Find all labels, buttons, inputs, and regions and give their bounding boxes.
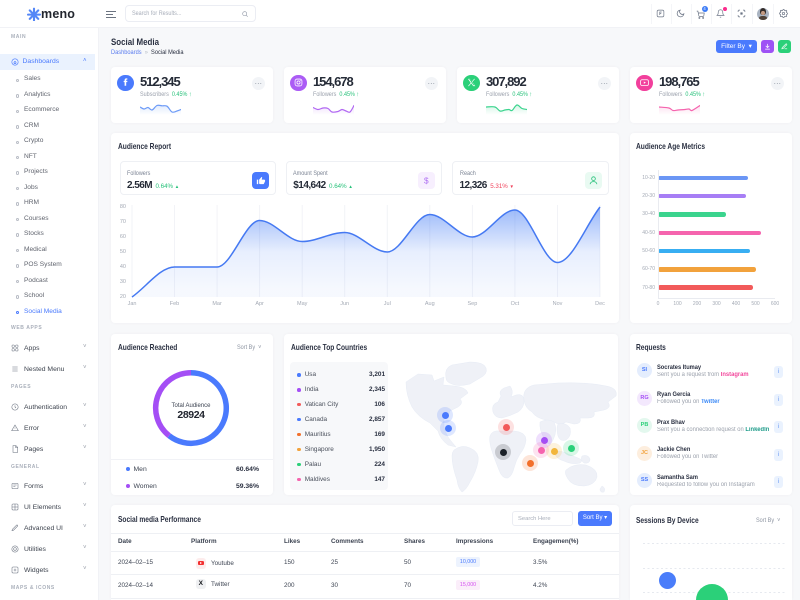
svg-text:$: $ <box>424 177 429 186</box>
